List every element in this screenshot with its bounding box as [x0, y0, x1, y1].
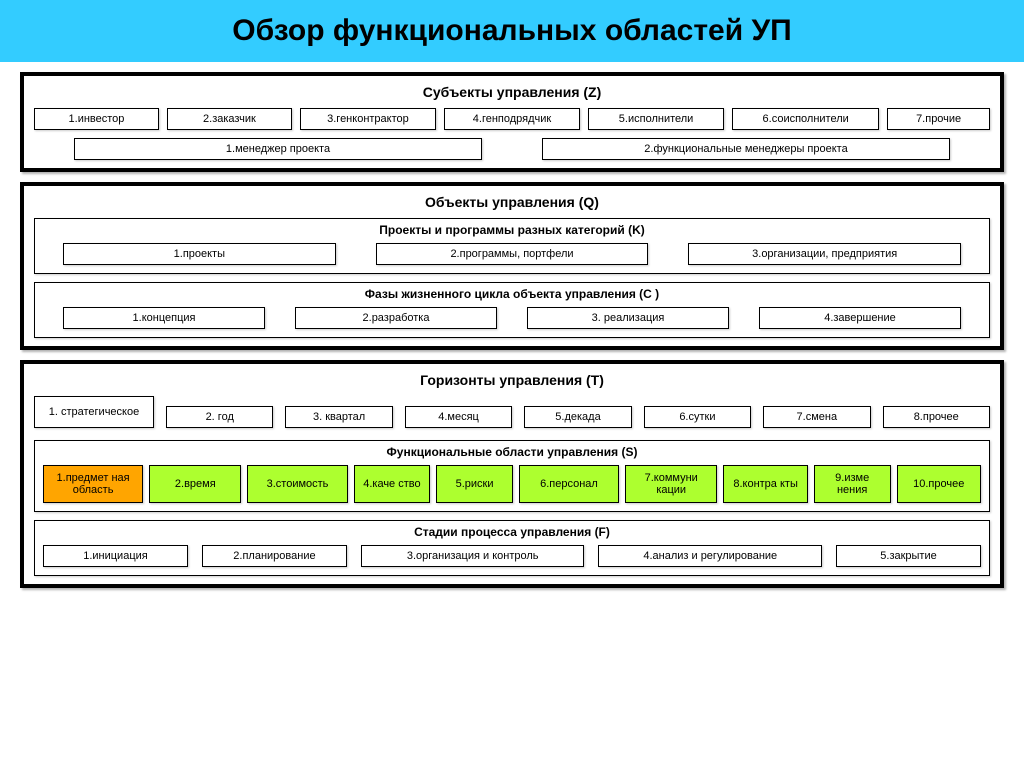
- z-cell: 5.исполнители: [588, 108, 724, 130]
- subsection-f: Стадии процесса управления (F) 1.инициац…: [34, 520, 990, 576]
- t-cell: 5.декада: [524, 406, 631, 428]
- f-cell: 5.закрытие: [836, 545, 981, 567]
- section-z-title: Субъекты управления (Z): [34, 84, 990, 100]
- page-title: Обзор функциональных областей УП: [0, 0, 1024, 62]
- section-t-title: Горизонты управления (T): [34, 372, 990, 388]
- k-cell: 1.проекты: [63, 243, 336, 265]
- z-cell: 2.функциональные менеджеры проекта: [542, 138, 950, 160]
- s-cell: 6.персонал: [519, 465, 619, 503]
- c-row: 1.концепция 2.разработка 3. реализация 4…: [43, 307, 981, 329]
- t-cell: 6.сутки: [644, 406, 751, 428]
- section-q: Объекты управления (Q) Проекты и програм…: [20, 182, 1004, 350]
- s-cell: 4.каче ство: [354, 465, 431, 503]
- subsection-s: Функциональные области управления (S) 1.…: [34, 440, 990, 512]
- c-cell: 1.концепция: [63, 307, 265, 329]
- z-cell: 6.соисполнители: [732, 108, 879, 130]
- f-cell: 1.инициация: [43, 545, 188, 567]
- s-cell: 2.время: [149, 465, 241, 503]
- z-cell: 4.генподрядчик: [444, 108, 580, 130]
- z-row2: 1.менеджер проекта 2.функциональные мене…: [34, 138, 990, 160]
- f-cell: 2.планирование: [202, 545, 347, 567]
- z-row1: 1.инвестор 2.заказчик 3.генконтрактор 4.…: [34, 108, 990, 130]
- t-cell: 7.смена: [763, 406, 870, 428]
- z-cell: 2.заказчик: [167, 108, 292, 130]
- t-cell: 2. год: [166, 406, 273, 428]
- s-cell: 1.предмет ная область: [43, 465, 143, 503]
- k-cell: 3.организации, предприятия: [688, 243, 961, 265]
- subsection-s-title: Функциональные области управления (S): [43, 445, 981, 459]
- subsection-c-title: Фазы жизненного цикла объекта управления…: [43, 287, 981, 301]
- s-cell: 9.изме нения: [814, 465, 891, 503]
- z-cell: 1.менеджер проекта: [74, 138, 482, 160]
- s-cell: 5.риски: [436, 465, 513, 503]
- z-cell: 1.инвестор: [34, 108, 159, 130]
- s-cell: 10.прочее: [897, 465, 981, 503]
- t-cell: 4.месяц: [405, 406, 512, 428]
- t-row: 1. стратегическое 2. год 3. квартал 4.ме…: [34, 396, 990, 428]
- subsection-f-title: Стадии процесса управления (F): [43, 525, 981, 539]
- subsection-k-title: Проекты и программы разных категорий (K): [43, 223, 981, 237]
- z-cell: 3.генконтрактор: [300, 108, 436, 130]
- subsection-k: Проекты и программы разных категорий (K)…: [34, 218, 990, 274]
- k-cell: 2.программы, портфели: [376, 243, 649, 265]
- section-z: Субъекты управления (Z) 1.инвестор 2.зак…: [20, 72, 1004, 172]
- diagram-body: Субъекты управления (Z) 1.инвестор 2.зак…: [0, 62, 1024, 608]
- t-cell: 8.прочее: [883, 406, 990, 428]
- f-cell: 4.анализ и регулирование: [598, 545, 822, 567]
- s-cell: 7.коммуни кации: [625, 465, 717, 503]
- k-row: 1.проекты 2.программы, портфели 3.органи…: [43, 243, 981, 265]
- section-tsf: Горизонты управления (T) 1. стратегическ…: [20, 360, 1004, 588]
- subsection-c: Фазы жизненного цикла объекта управления…: [34, 282, 990, 338]
- s-row: 1.предмет ная область 2.время 3.стоимост…: [43, 465, 981, 503]
- s-cell: 8.контра кты: [723, 465, 807, 503]
- c-cell: 4.завершение: [759, 307, 961, 329]
- f-row: 1.инициация 2.планирование 3.организация…: [43, 545, 981, 567]
- section-q-title: Объекты управления (Q): [34, 194, 990, 210]
- z-cell: 7.прочие: [887, 108, 990, 130]
- s-cell: 3.стоимость: [247, 465, 347, 503]
- f-cell: 3.организация и контроль: [361, 545, 585, 567]
- c-cell: 2.разработка: [295, 307, 497, 329]
- t-cell: 1. стратегическое: [34, 396, 154, 428]
- t-cell: 3. квартал: [285, 406, 392, 428]
- c-cell: 3. реализация: [527, 307, 729, 329]
